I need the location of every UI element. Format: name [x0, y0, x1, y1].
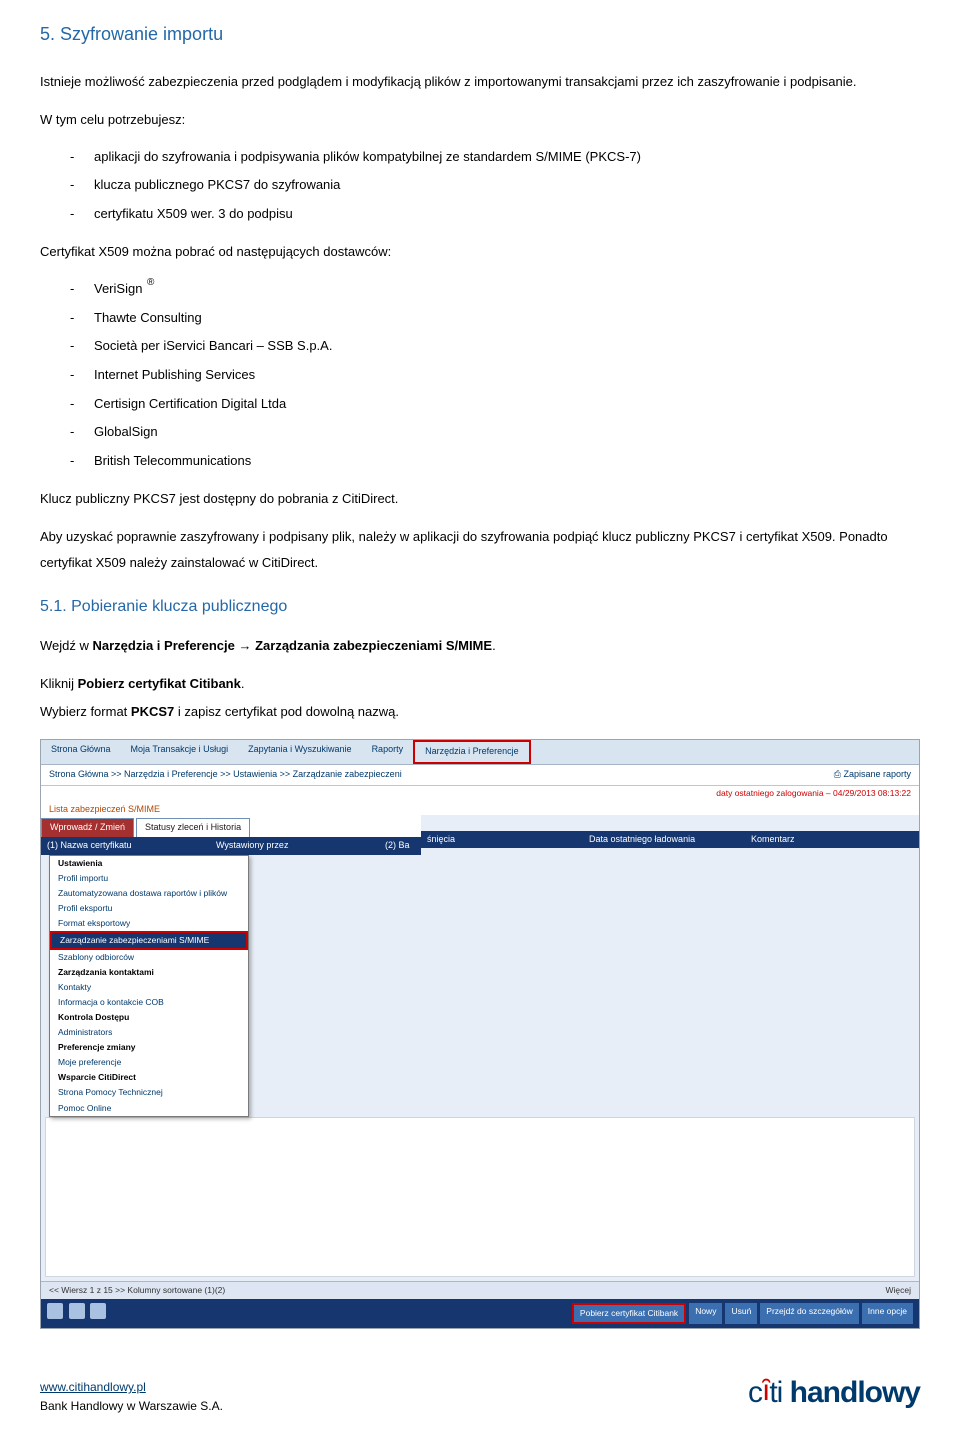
menu-transactions[interactable]: Moja Transakcje i Usługi — [121, 740, 239, 764]
dd-item[interactable]: Informacja o kontakcie COB — [50, 995, 248, 1010]
need-intro: W tym celu potrzebujesz: — [40, 107, 920, 133]
dropdown-heading: Kontrola Dostępu — [50, 1010, 248, 1025]
providers-list: VeriSign Thawte Consulting Società per i… — [70, 277, 920, 474]
menubar: Strona Główna Moja Transakcje i Usługi Z… — [41, 740, 919, 765]
format-instruction: Wybierz format PKCS7 i zapisz certyfikat… — [40, 699, 920, 725]
pager-info[interactable]: << Wiersz 1 z 15 >> Kolumny sortowane (1… — [49, 1285, 225, 1296]
pager-more[interactable]: Więcej — [885, 1285, 911, 1296]
footer-bank: Bank Handlowy w Warszawie S.A. — [40, 1399, 223, 1413]
tabs: Wprowadź / Zmień Statusy zleceń i Histor… — [41, 818, 421, 837]
nav-instruction: Wejdź w Narzędzia i Preferencje → Zarząd… — [40, 633, 920, 659]
dd-item[interactable]: Profil eksportu — [50, 901, 248, 916]
list-item: certyfikatu X509 wer. 3 do podpisu — [70, 202, 920, 227]
list-title: Lista zabezpieczeń S/MIME — [41, 801, 421, 819]
dd-item[interactable]: Strona Pomocy Technicznej — [50, 1085, 248, 1100]
footer-link[interactable]: www.citihandlowy.pl — [40, 1380, 146, 1394]
section-heading: 5. Szyfrowanie importu — [40, 20, 920, 49]
breadcrumb-bar: Strona Główna >> Narzędzia i Preferencje… — [41, 765, 919, 786]
list-item: VeriSign — [70, 277, 920, 302]
dropdown-heading: Wsparcie CitiDirect — [50, 1070, 248, 1085]
pager: << Wiersz 1 z 15 >> Kolumny sortowane (1… — [41, 1281, 919, 1299]
dd-item-selected[interactable]: Zarządzanie zabezpieczeniami S/MIME — [50, 931, 248, 950]
dropdown-heading: Zarządzania kontaktami — [50, 965, 248, 980]
toolbar-icons — [47, 1303, 109, 1323]
menu-home[interactable]: Strona Główna — [41, 740, 121, 764]
dd-item[interactable]: Format eksportowy — [50, 916, 248, 931]
text: . — [241, 676, 245, 691]
arrow: → — [235, 638, 255, 653]
tab-edit[interactable]: Wprowadź / Zmień — [41, 818, 134, 837]
dd-item[interactable]: Moje preferencje — [50, 1055, 248, 1070]
menu-reports[interactable]: Raporty — [362, 740, 414, 764]
screenshot: Strona Główna Moja Transakcje i Usługi Z… — [40, 739, 920, 1328]
col-issued-by[interactable]: Wystawiony przez — [216, 840, 385, 852]
saved-reports-link[interactable]: ⎙ Zapisane raporty — [834, 769, 911, 781]
text: Wejdź w — [40, 638, 93, 653]
dd-item[interactable]: Kontakty — [50, 980, 248, 995]
list-item: Società per iServici Bancari – SSB S.p.A… — [70, 334, 920, 359]
table-head-right: śnięcia Data ostatniego ładowania Koment… — [421, 831, 919, 849]
col-cert-name[interactable]: (1) Nazwa certyfikatu — [47, 840, 216, 852]
subsection-heading: 5.1. Pobieranie klucza publicznego — [40, 594, 920, 620]
col-comment[interactable]: Komentarz — [751, 834, 913, 846]
dd-item[interactable]: Szablony odbiorców — [50, 950, 248, 965]
dropdown-heading: Preferencje zmiany — [50, 1040, 248, 1055]
menu-queries[interactable]: Zapytania i Wyszukiwanie — [238, 740, 361, 764]
dropdown-menu: Ustawienia Profil importu Zautomatyzowan… — [49, 855, 249, 1117]
list-item: klucza publicznego PKCS7 do szyfrowania — [70, 173, 920, 198]
details-button[interactable]: Przejdź do szczegółów — [760, 1303, 858, 1324]
list-item: Thawte Consulting — [70, 306, 920, 331]
para-pkcs7: Klucz publiczny PKCS7 jest dostępny do p… — [40, 486, 920, 512]
tab-history[interactable]: Statusy zleceń i Historia — [136, 818, 250, 837]
list-item: aplikacji do szyfrowania i podpisywania … — [70, 145, 920, 170]
menu-name: Narzędzia i Preferencje — [93, 638, 235, 653]
dropdown-heading: Ustawienia — [50, 856, 248, 871]
print-icon[interactable] — [90, 1303, 106, 1319]
menu-name: Zarządzania zabezpieczeniami S/MIME — [255, 638, 492, 653]
need-list: aplikacji do szyfrowania i podpisywania … — [70, 145, 920, 227]
dd-item[interactable]: Pomoc Online — [50, 1101, 248, 1116]
menu-tools[interactable]: Narzędzia i Preferencje — [413, 740, 531, 764]
download-cert-button[interactable]: Pobierz certyfikat Citibank — [572, 1303, 686, 1324]
text: Kliknij — [40, 676, 78, 691]
breadcrumb[interactable]: Strona Główna >> Narzędzia i Preferencje… — [49, 769, 402, 781]
table-body-empty — [45, 1117, 915, 1277]
button-name: Pobierz certyfikat Citibank — [78, 676, 241, 691]
col-last-load[interactable]: Data ostatniego ładowania — [589, 834, 751, 846]
dd-item[interactable]: Profil importu — [50, 871, 248, 886]
button-bar: Pobierz certyfikat Citibank Nowy Usuń Pr… — [41, 1299, 919, 1328]
col-expiry[interactable]: śnięcia — [427, 834, 589, 846]
provider-verisign: VeriSign — [94, 281, 142, 296]
col-ba[interactable]: (2) Ba — [385, 840, 415, 852]
refresh-icon[interactable] — [69, 1303, 85, 1319]
intro-para: Istnieje możliwość zabezpieczenia przed … — [40, 69, 920, 95]
list-item: GlobalSign — [70, 420, 920, 445]
list-item: British Telecommunications — [70, 449, 920, 474]
providers-intro: Certyfikat X509 można pobrać od następuj… — [40, 239, 920, 265]
dd-item[interactable]: Zautomatyzowana dostawa raportów i plikó… — [50, 886, 248, 901]
search-icon[interactable] — [47, 1303, 63, 1319]
citi-handlowy-logo: cȋti handlowy — [748, 1369, 920, 1417]
click-instruction: Kliknij Pobierz certyfikat Citibank. — [40, 671, 920, 697]
list-item: Certisign Certification Digital Ltda — [70, 392, 920, 417]
dd-item[interactable]: Administrators — [50, 1025, 248, 1040]
para-install: Aby uzyskać poprawnie zaszyfrowany i pod… — [40, 524, 920, 576]
new-button[interactable]: Nowy — [689, 1303, 722, 1324]
text: i zapisz certyfikat pod dowolną nazwą. — [174, 704, 399, 719]
format-name: PKCS7 — [131, 704, 174, 719]
text: . — [492, 638, 496, 653]
table-head-left: (1) Nazwa certyfikatu Wystawiony przez (… — [41, 837, 421, 855]
other-options-button[interactable]: Inne opcje — [862, 1303, 913, 1324]
list-item: Internet Publishing Services — [70, 363, 920, 388]
last-login: daty ostatniego zalogowania – 04/29/2013… — [41, 786, 919, 801]
delete-button[interactable]: Usuń — [725, 1303, 757, 1324]
page-footer: www.citihandlowy.pl Bank Handlowy w Wars… — [40, 1369, 920, 1417]
text: Wybierz format — [40, 704, 131, 719]
